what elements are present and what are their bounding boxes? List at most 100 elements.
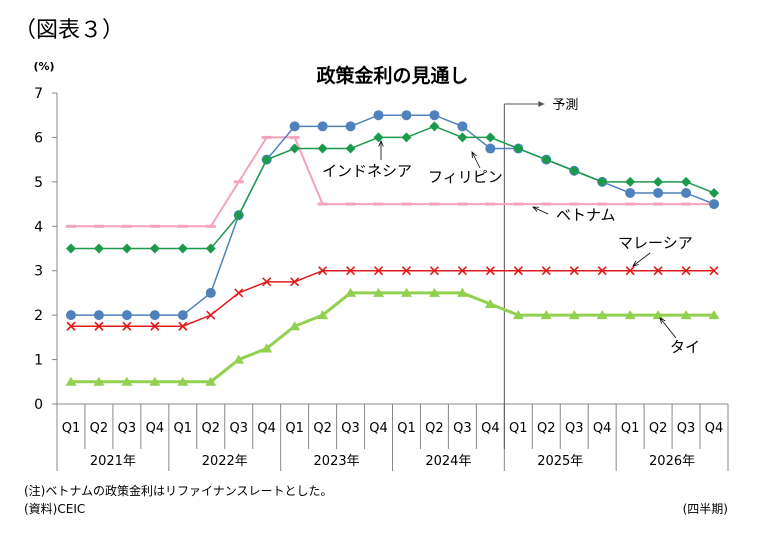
data-point: [681, 176, 692, 187]
data-point: [65, 243, 76, 254]
series-label-leader: [471, 151, 481, 169]
x-tick-label: Q2: [649, 421, 668, 436]
data-point: [680, 310, 692, 320]
data-point: [456, 287, 468, 297]
year-label: 2024年: [425, 454, 471, 469]
x-tick-label: Q4: [481, 421, 500, 436]
data-point: [485, 132, 496, 143]
data-point: [484, 299, 496, 309]
x-tick-label: Q2: [313, 421, 332, 436]
data-point: [652, 310, 664, 320]
data-point: [708, 310, 720, 320]
x-tick-label: Q2: [90, 421, 109, 436]
x-tick-label: Q2: [537, 421, 556, 436]
data-point: [513, 266, 523, 276]
series-label: ベトナム: [556, 206, 616, 224]
data-point: [596, 310, 608, 320]
forecast-label: 予測: [552, 98, 578, 113]
x-tick-label: Q3: [341, 421, 360, 436]
data-point: [345, 266, 356, 276]
data-point: [625, 266, 635, 276]
series-label-arrowhead: [471, 151, 477, 159]
data-point: [624, 310, 636, 320]
y-tick-label: 1: [34, 353, 43, 369]
data-point: [177, 376, 189, 386]
data-point: [653, 266, 663, 276]
data-point: [121, 310, 132, 321]
y-tick-label: 3: [34, 264, 43, 280]
data-point: [150, 321, 160, 331]
data-point: [625, 187, 636, 198]
series-label-arrowhead: [532, 206, 540, 212]
data-point: [681, 266, 691, 276]
x-tick-label: Q1: [62, 421, 81, 436]
data-point: [122, 321, 132, 331]
data-point: [373, 287, 385, 297]
data-point: [373, 110, 384, 121]
data-point: [541, 266, 551, 276]
year-label: 2025年: [537, 454, 583, 469]
data-point: [709, 187, 720, 198]
data-point: [289, 143, 300, 154]
data-point: [485, 143, 496, 154]
chart-title: 政策金利の見通し: [316, 64, 468, 87]
data-point: [205, 243, 216, 254]
data-point: [66, 321, 76, 331]
data-point: [597, 176, 608, 187]
data-point: [512, 310, 524, 320]
data-point: [317, 310, 329, 320]
series-label: タイ: [670, 338, 700, 356]
data-point: [345, 121, 356, 132]
forecast-arrowhead: [538, 101, 545, 107]
data-point: [625, 176, 636, 187]
chart-note: (注)ベトナムの政策金利はリファイナンスレートとした。: [24, 484, 333, 498]
y-tick-label: 2: [34, 308, 43, 324]
data-point: [569, 266, 579, 276]
y-tick-label: 4: [34, 219, 43, 235]
data-point: [568, 310, 580, 320]
data-point: [205, 287, 216, 298]
data-point: [373, 132, 384, 143]
data-point: [317, 121, 328, 132]
x-tick-label: Q4: [369, 421, 388, 436]
data-point: [177, 243, 188, 254]
y-tick-label: 5: [34, 175, 43, 191]
data-point: [121, 243, 132, 254]
x-tick-label: Q4: [593, 421, 612, 436]
series-label-arrowhead: [659, 317, 666, 324]
data-point: [261, 343, 273, 353]
series-label: インドネシア: [322, 162, 412, 180]
x-tick-label: Q4: [146, 421, 165, 436]
data-point: [345, 143, 356, 154]
data-point: [93, 376, 105, 386]
data-point: [429, 266, 440, 276]
series-label-arrowhead: [378, 139, 384, 147]
data-point: [178, 321, 188, 331]
data-point: [290, 277, 300, 287]
year-label: 2021年: [90, 454, 136, 469]
data-point: [289, 321, 301, 331]
data-point: [709, 199, 720, 210]
y-axis-label: (%): [33, 60, 54, 73]
x-tick-label: Q1: [509, 421, 528, 436]
data-point: [541, 154, 552, 165]
data-point: [149, 310, 160, 321]
series-label: フィリピン: [428, 168, 503, 186]
series-label: マレーシア: [618, 234, 693, 252]
data-point: [289, 121, 300, 132]
y-tick-label: 0: [34, 397, 43, 413]
data-point: [709, 266, 719, 276]
data-point: [317, 143, 328, 154]
x-tick-label: Q2: [202, 421, 221, 436]
data-point: [681, 187, 692, 198]
data-point: [234, 288, 244, 298]
data-point: [401, 132, 412, 143]
x-tick-label: Q3: [118, 421, 137, 436]
data-point: [401, 110, 412, 121]
data-point: [205, 376, 217, 386]
data-point: [457, 132, 468, 143]
series-line: [70, 114, 715, 316]
series-line: [70, 291, 715, 384]
data-point: [261, 154, 272, 165]
data-point: [513, 143, 524, 154]
